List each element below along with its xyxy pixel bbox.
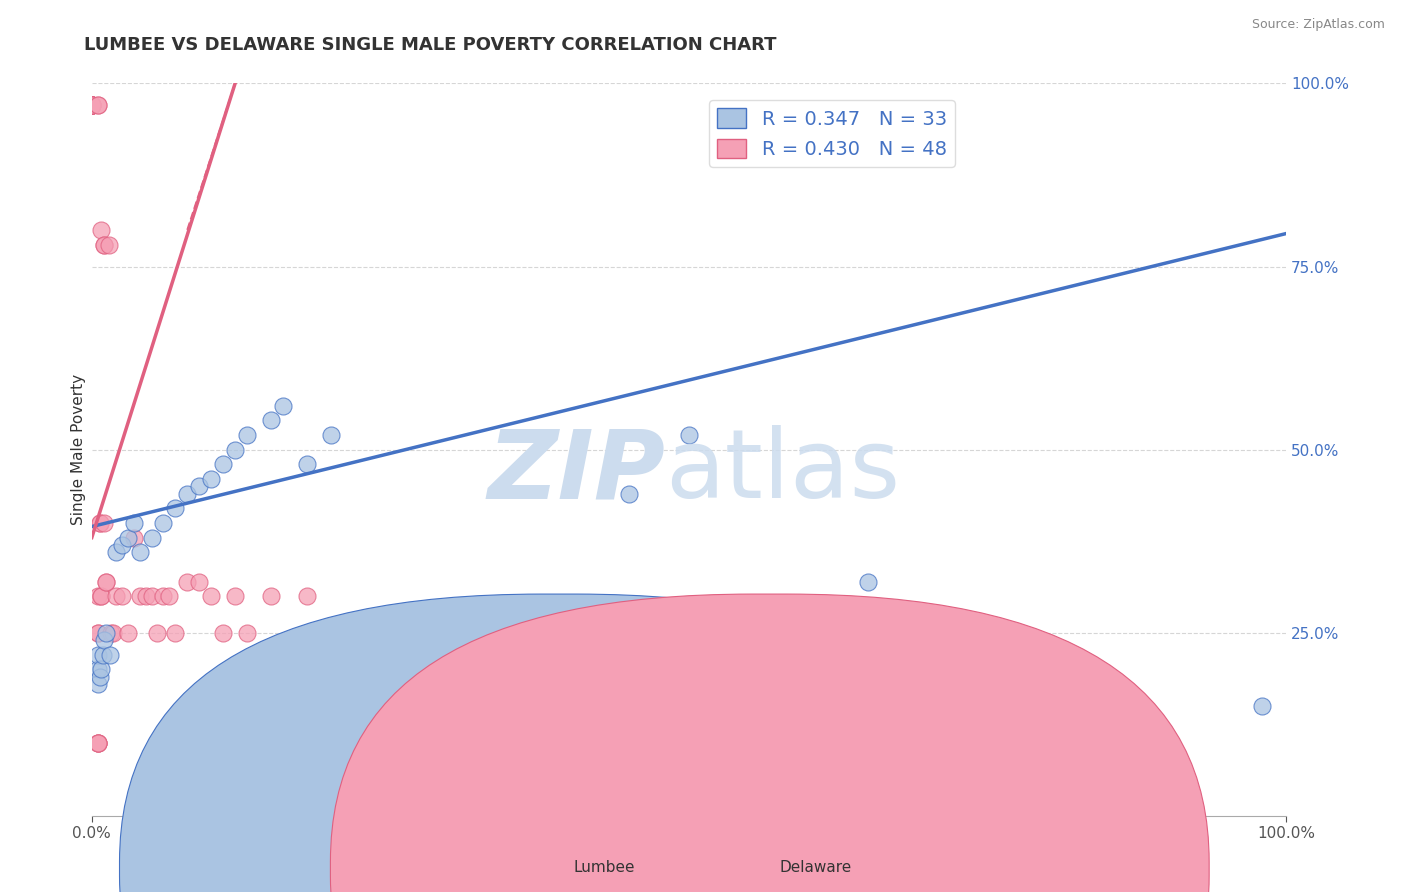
Text: atlas: atlas	[665, 425, 900, 518]
Point	[212, 625, 235, 640]
Point	[104, 545, 127, 559]
Legend: R = 0.347   N = 33, R = 0.430   N = 48: R = 0.347 N = 33, R = 0.430 N = 48	[710, 101, 955, 167]
Point	[103, 625, 125, 640]
Point	[87, 677, 110, 691]
Point	[176, 486, 198, 500]
Point	[260, 589, 283, 603]
Point	[93, 516, 115, 530]
Point	[93, 237, 115, 252]
Point	[104, 589, 127, 603]
Point	[141, 531, 163, 545]
Point	[319, 428, 342, 442]
Point	[141, 589, 163, 603]
Point	[97, 237, 120, 252]
Point	[117, 531, 139, 545]
Point	[856, 574, 879, 589]
Point	[295, 589, 318, 603]
Text: Lumbee: Lumbee	[574, 861, 636, 875]
Point	[439, 640, 461, 655]
Point	[90, 223, 112, 237]
Point	[98, 648, 121, 662]
Point	[1251, 699, 1274, 714]
Point	[87, 736, 110, 750]
Point	[117, 625, 139, 640]
Point	[135, 589, 157, 603]
Point	[380, 648, 402, 662]
Point	[271, 399, 294, 413]
Point	[87, 736, 110, 750]
Point	[100, 625, 122, 640]
Point	[87, 736, 110, 750]
Point	[93, 237, 115, 252]
Point	[80, 98, 103, 112]
Point	[165, 501, 187, 516]
Point	[188, 574, 211, 589]
Point	[91, 648, 114, 662]
Point	[152, 589, 174, 603]
Point	[111, 589, 134, 603]
Point	[236, 428, 259, 442]
Point	[94, 625, 117, 640]
Point	[188, 479, 211, 493]
Point	[90, 589, 112, 603]
Point	[94, 574, 117, 589]
Point	[128, 589, 150, 603]
Point	[89, 516, 111, 530]
Point	[87, 98, 110, 112]
Point	[146, 625, 169, 640]
Point	[111, 538, 134, 552]
Point	[122, 516, 145, 530]
Y-axis label: Single Male Poverty: Single Male Poverty	[72, 374, 86, 525]
Point	[617, 486, 640, 500]
Point	[93, 633, 115, 648]
Point	[87, 625, 110, 640]
Text: Delaware: Delaware	[779, 861, 852, 875]
Point	[90, 589, 112, 603]
Point	[152, 516, 174, 530]
Point	[80, 98, 103, 112]
Point	[236, 625, 259, 640]
Point	[80, 98, 103, 112]
Text: ZIP: ZIP	[486, 425, 665, 518]
Point	[224, 442, 246, 457]
Point	[295, 458, 318, 472]
Point	[80, 98, 103, 112]
Point	[80, 98, 103, 112]
Point	[200, 589, 222, 603]
Point	[200, 472, 222, 486]
Point	[176, 574, 198, 589]
Point	[90, 662, 112, 676]
Point	[212, 458, 235, 472]
Point	[87, 648, 110, 662]
Point	[87, 736, 110, 750]
Point	[678, 428, 700, 442]
Point	[94, 574, 117, 589]
Point	[122, 531, 145, 545]
Point	[89, 670, 111, 684]
Point	[128, 545, 150, 559]
Point	[224, 589, 246, 603]
Point	[165, 625, 187, 640]
Point	[157, 589, 180, 603]
Point	[87, 98, 110, 112]
Text: Source: ZipAtlas.com: Source: ZipAtlas.com	[1251, 18, 1385, 31]
Point	[89, 516, 111, 530]
Point	[87, 625, 110, 640]
Point	[87, 589, 110, 603]
Point	[260, 413, 283, 427]
Point	[80, 98, 103, 112]
Text: LUMBEE VS DELAWARE SINGLE MALE POVERTY CORRELATION CHART: LUMBEE VS DELAWARE SINGLE MALE POVERTY C…	[84, 36, 778, 54]
Point	[87, 662, 110, 676]
Point	[80, 98, 103, 112]
